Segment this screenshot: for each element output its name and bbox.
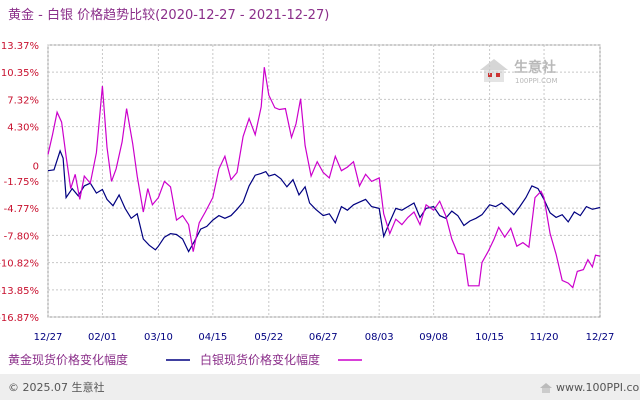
legend-label-gold: 黄金现货价格变化幅度 xyxy=(8,352,128,367)
series-layer xyxy=(47,67,601,289)
house-logo-icon xyxy=(480,59,508,82)
y-tick-label: -7.80% xyxy=(4,231,39,242)
x-tick-label: 08/03 xyxy=(365,332,394,343)
legend-label-silver: 白银现货价格变化幅度 xyxy=(200,352,320,367)
watermark-name: 生意社 xyxy=(514,59,556,76)
series-line-silver xyxy=(47,67,601,289)
x-tick-label: 04/15 xyxy=(198,332,227,343)
x-tick-label: 03/10 xyxy=(144,332,173,343)
y-tick-label: -1.75% xyxy=(4,177,39,188)
footer-website: www.100PPI.com xyxy=(556,381,640,394)
y-tick-label: 7.32% xyxy=(7,95,39,106)
x-tick-label: 12/27 xyxy=(34,332,63,343)
x-tick-label: 10/15 xyxy=(475,332,504,343)
y-axis-ticks: 13.37% 10.35% 7.32% 4.30% 0 -1.75% -4.77% -7.80… xyxy=(0,41,39,324)
footer-logo-icon xyxy=(540,383,552,393)
y-tick-label: 13.37% xyxy=(1,41,39,52)
x-axis-ticks: 12/27 02/01 03/10 04/15 05/22 06/27 08/03 09/08… xyxy=(34,332,615,343)
x-tick-label: 02/01 xyxy=(88,332,117,343)
footer-copyright: © 2025.07 生意社 xyxy=(8,380,104,394)
y-tick-label: 4.30% xyxy=(7,123,39,134)
chart-title: 黄金 - 白银 价格趋势比较(2020-12-27 - 2021-12-27) xyxy=(8,7,329,23)
x-tick-label: 05/22 xyxy=(254,332,283,343)
y-tick-label: -10.82% xyxy=(0,259,39,270)
y-tick-label: -13.85% xyxy=(0,286,39,297)
y-tick-label: 0 xyxy=(33,161,39,172)
y-tick-label: -4.77% xyxy=(4,204,39,215)
x-tick-label: 09/08 xyxy=(419,332,448,343)
x-tick-label: 06/27 xyxy=(309,332,338,343)
footer-bar xyxy=(0,374,640,400)
watermark-sub: 100PPI.COM xyxy=(515,77,558,85)
y-tick-label: -16.87% xyxy=(0,313,39,324)
series-line-gold xyxy=(47,149,601,253)
legend: 黄金现货价格变化幅度 白银现货价格变化幅度 xyxy=(8,352,362,367)
grid-horizontal xyxy=(48,44,600,318)
y-tick-label: 10.35% xyxy=(1,68,39,79)
x-tick-label: 12/27 xyxy=(586,332,615,343)
x-tick-label: 11/20 xyxy=(530,332,559,343)
